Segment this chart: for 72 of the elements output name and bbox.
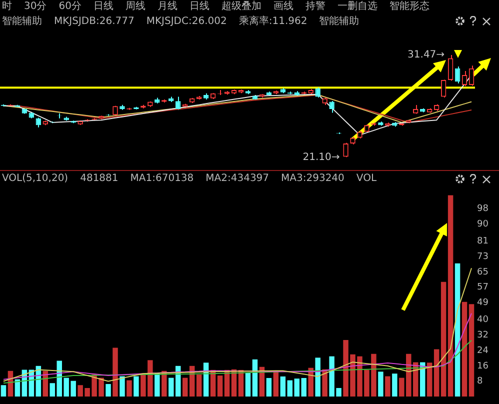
candlestick (329, 100, 334, 114)
text: 30分 (24, 1, 47, 13)
bar (287, 380, 293, 397)
bar (322, 369, 328, 397)
candlestick (468, 65, 474, 86)
text: 月线 (157, 1, 178, 13)
bar (434, 349, 440, 397)
y-tick-label: 8 (477, 376, 483, 387)
bar (426, 362, 432, 397)
bar (134, 376, 139, 397)
bar (468, 304, 474, 397)
bar (154, 373, 160, 397)
bar (315, 358, 320, 397)
bar (245, 373, 251, 397)
text: 时 (2, 1, 12, 13)
y-tick-label: 65 (477, 267, 488, 278)
text: MA1:670138 (130, 173, 194, 185)
candlestick (454, 66, 460, 84)
y-tick-label: 90 (477, 219, 489, 230)
text: 智能辅助 (2, 16, 42, 28)
text: MKJSJDB:26.777 (54, 16, 134, 28)
text: 日线 (93, 1, 114, 13)
bar (392, 374, 398, 397)
annotation: 31.47→ (408, 50, 445, 61)
text: 481881 (80, 173, 118, 185)
text: MKJSJDC:26.002 (146, 16, 227, 28)
bar (196, 374, 202, 397)
text: VOL(5,10,20) (2, 173, 68, 185)
text: 智能辅助 (319, 16, 360, 28)
text: MA2:434397 (206, 173, 270, 185)
bar (385, 376, 390, 397)
bar (217, 376, 223, 397)
bar (182, 378, 188, 397)
text: 日线 (189, 1, 210, 13)
y-tick-label: 16 (477, 361, 489, 372)
bar (0, 385, 6, 397)
candlestick (440, 79, 446, 98)
bar (126, 380, 132, 397)
bar (448, 195, 454, 397)
text: 超级叠加 (221, 1, 262, 13)
text: 持警 (305, 1, 326, 13)
bar (378, 372, 384, 397)
bar (120, 376, 125, 397)
y-tick-label: 40 (477, 315, 489, 326)
y-tick-label: 73 (477, 252, 488, 262)
bar (266, 378, 272, 397)
text: 周线 (125, 1, 146, 13)
text: 智能形态 (389, 1, 430, 13)
bar (50, 383, 56, 397)
bar (280, 376, 286, 397)
candlestick (448, 54, 454, 82)
bar (162, 370, 167, 397)
text: 画线 (273, 1, 294, 13)
candlestick (343, 142, 348, 158)
bar (112, 348, 118, 397)
bar (462, 302, 468, 397)
bar (106, 384, 111, 397)
bar (308, 368, 314, 397)
y-tick-label: 98 (477, 204, 489, 214)
text: MA3:293240 (281, 173, 344, 185)
text: 一删自选 (337, 1, 378, 13)
y-tick-label: 57 (477, 282, 488, 293)
y-tick-label: 24 (477, 346, 489, 356)
y-tick-label: 32 (477, 330, 488, 341)
candlestick (462, 70, 468, 87)
text: 60分 (58, 1, 82, 13)
y-tick-label: 49 (477, 298, 489, 308)
y-tick-label: 81 (477, 236, 488, 247)
text: VOL (356, 173, 377, 185)
bar (440, 282, 446, 397)
text: 乘离率:11.962 (238, 16, 308, 28)
annotation: 21.10→ (302, 152, 340, 163)
